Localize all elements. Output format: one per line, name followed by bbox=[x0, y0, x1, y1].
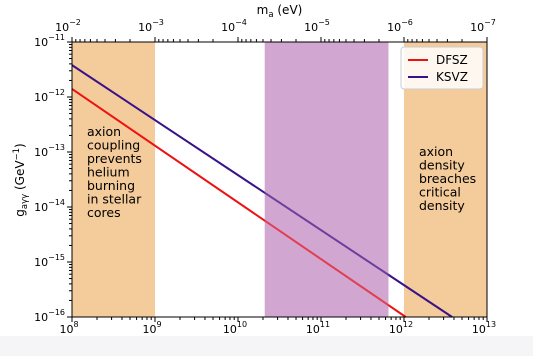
top-tick-label-base: 10 bbox=[304, 21, 318, 34]
y-axis-title-unit-exp: −1 bbox=[12, 148, 22, 161]
plot-frame bbox=[71, 41, 488, 318]
x-tick-label: 109 bbox=[142, 320, 161, 336]
y-tick-label-base: 10 bbox=[34, 146, 48, 159]
y-tick-label: 10−16 bbox=[34, 308, 65, 324]
region-label-line: axion bbox=[87, 124, 121, 139]
x-tick-label: 1013 bbox=[472, 320, 496, 336]
y-axis-title-unit-close: ) bbox=[13, 143, 27, 148]
series-lines bbox=[71, 64, 453, 318]
y-axis-title-unit-open: (GeV bbox=[13, 160, 27, 194]
top-axis-title-sub: a bbox=[268, 10, 273, 20]
y-tick-label-exp: −16 bbox=[48, 308, 65, 317]
top-tick-label-base: 10 bbox=[387, 21, 401, 34]
y-tick-label: 10−14 bbox=[34, 198, 65, 214]
y-tick-label: 10−12 bbox=[34, 88, 65, 104]
y-tick-label-exp: −12 bbox=[48, 88, 65, 97]
top-axis-title-main: m bbox=[257, 3, 269, 17]
top-tick-label-base: 10 bbox=[55, 21, 69, 34]
top-tick-label: 10−5 bbox=[304, 18, 330, 34]
y-tick-label: 10−13 bbox=[34, 143, 65, 159]
y-tick-label: 10−11 bbox=[34, 33, 65, 49]
region-1 bbox=[72, 42, 155, 317]
top-tick-label: 10−6 bbox=[387, 18, 413, 34]
region-label-1: axion coupling prevents helium burning in ste… bbox=[87, 124, 142, 220]
region-label-line: breaches bbox=[419, 171, 476, 186]
y-tick-label-exp: −13 bbox=[48, 143, 65, 152]
x-tick-label-base: 10 bbox=[223, 323, 237, 336]
top-tick-label: 10−4 bbox=[221, 18, 247, 34]
x-tick-label: 108 bbox=[59, 320, 78, 336]
region-label-line: in stellar bbox=[87, 192, 142, 207]
axis-ticks bbox=[67, 37, 488, 322]
top-tick-label-exp: −5 bbox=[318, 18, 330, 27]
region-overlays bbox=[264, 42, 389, 317]
region-annotations: axion coupling prevents helium burning in ste… bbox=[87, 124, 476, 220]
x-tick-label-base: 10 bbox=[389, 323, 403, 336]
top-tick-label-exp: −4 bbox=[235, 18, 247, 27]
region-label-line: helium bbox=[87, 165, 130, 180]
region-label-line: coupling bbox=[87, 138, 140, 153]
top-tick-label: 10−2 bbox=[55, 18, 81, 34]
top-tick-label-exp: −7 bbox=[484, 18, 496, 27]
region-label-line: axion bbox=[419, 144, 453, 159]
y-tick-label-exp: −11 bbox=[48, 33, 65, 42]
region-2 bbox=[264, 42, 389, 317]
top-tick-label-base: 10 bbox=[138, 21, 152, 34]
y-tick-label-base: 10 bbox=[34, 36, 48, 49]
y-axis-title-sub: aγγ bbox=[20, 194, 30, 209]
top-axis-title-unit: (eV) bbox=[274, 3, 303, 17]
x-tick-label: 1012 bbox=[389, 320, 413, 336]
series-line-dfsz bbox=[71, 88, 407, 318]
purple-band-overlay bbox=[264, 42, 389, 317]
x-tick-label-exp: 13 bbox=[486, 320, 496, 329]
y-tick-label-base: 10 bbox=[34, 311, 48, 324]
x-tick-label-exp: 9 bbox=[156, 320, 161, 329]
legend-label-ksvz: KSVZ bbox=[436, 70, 468, 84]
y-tick-label: 10−15 bbox=[34, 253, 65, 269]
y-tick-label-base: 10 bbox=[34, 201, 48, 214]
x-tick-label-base: 10 bbox=[142, 323, 156, 336]
series-line-ksvz bbox=[71, 64, 453, 318]
x-tick-label-base: 10 bbox=[59, 323, 73, 336]
region-label-line: cores bbox=[87, 205, 121, 220]
y-axis-title: gaγγ (GeV−1) bbox=[12, 143, 30, 217]
top-axis-title: ma (eV) bbox=[257, 3, 303, 20]
top-tick-label-base: 10 bbox=[470, 21, 484, 34]
top-tick-label: 10−7 bbox=[470, 18, 496, 34]
top-tick-label-base: 10 bbox=[221, 21, 235, 34]
y-tick-label-base: 10 bbox=[34, 91, 48, 104]
region-label-line: density bbox=[419, 158, 465, 173]
x-tick-label-exp: 12 bbox=[403, 320, 413, 329]
y-tick-label-exp: −14 bbox=[48, 198, 65, 207]
x-tick-label: 1010 bbox=[223, 320, 247, 336]
region-label-line: prevents bbox=[87, 151, 142, 166]
x-tick-label-exp: 8 bbox=[73, 320, 78, 329]
x-tick-label-base: 10 bbox=[306, 323, 320, 336]
legend: DFSZ KSVZ bbox=[400, 46, 484, 90]
y-tick-label-base: 10 bbox=[34, 256, 48, 269]
bottom-strip bbox=[0, 336, 533, 356]
region-label-3: axion density breaches critical density bbox=[419, 144, 476, 213]
top-tick-label-exp: −6 bbox=[401, 18, 413, 27]
x-tick-label-exp: 10 bbox=[237, 320, 247, 329]
top-tick-label: 10−3 bbox=[138, 18, 164, 34]
y-axis-title-main: g bbox=[13, 209, 27, 217]
x-tick-label-exp: 11 bbox=[320, 320, 330, 329]
top-tick-label-exp: −2 bbox=[69, 18, 81, 27]
top-tick-label-exp: −3 bbox=[152, 18, 164, 27]
x-tick-label: 1011 bbox=[306, 320, 330, 336]
region-label-line: density bbox=[419, 198, 465, 213]
legend-label-dfsz: DFSZ bbox=[436, 53, 468, 67]
legend-box bbox=[400, 46, 484, 90]
region-label-line: burning bbox=[87, 178, 135, 193]
region-label-line: critical bbox=[419, 185, 461, 200]
y-tick-label-exp: −15 bbox=[48, 253, 65, 262]
x-tick-label-base: 10 bbox=[472, 323, 486, 336]
